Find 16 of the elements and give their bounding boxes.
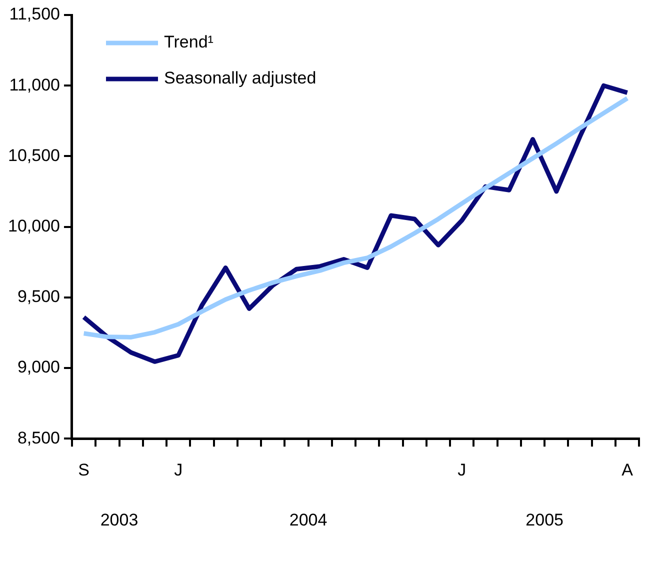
y-tick-label: 10,000 [8, 216, 60, 236]
x-tick-label: S [78, 460, 90, 480]
y-tick-label: 11,500 [9, 4, 60, 24]
x-tick-label: J [174, 460, 183, 480]
y-tick-label: 8,500 [17, 428, 60, 448]
y-tick-label: 11,000 [9, 75, 60, 94]
text: 2004 [289, 510, 328, 530]
y-tick-label: 9,000 [17, 358, 60, 377]
y-tick-label: 9,500 [17, 287, 60, 306]
text: 2003 [100, 510, 138, 530]
text: 2005 [526, 510, 564, 530]
x-tick-label: J [458, 460, 466, 480]
y-tick-label: 10,500 [8, 146, 60, 165]
x-tick-label: A [622, 460, 634, 480]
legend-label: Trend¹ [164, 32, 214, 52]
legend-label: Seasonally adjusted [164, 68, 316, 88]
